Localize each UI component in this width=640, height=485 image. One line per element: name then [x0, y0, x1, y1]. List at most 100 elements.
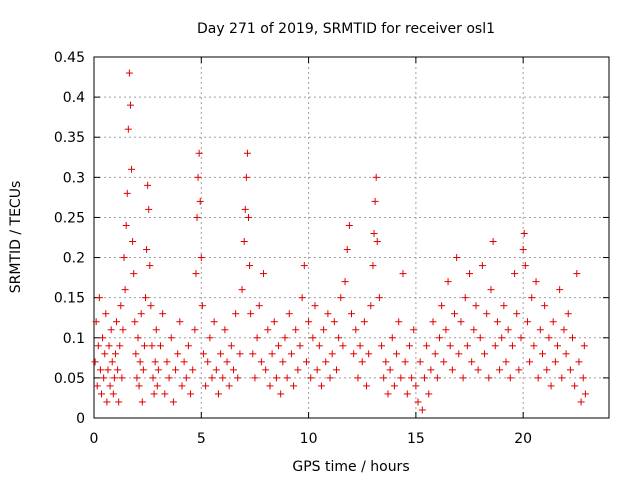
data-point — [126, 101, 134, 109]
data-point — [197, 254, 205, 262]
data-point — [236, 350, 244, 358]
x-tick-label: 20 — [514, 431, 532, 447]
data-point — [294, 366, 302, 374]
data-point — [453, 254, 461, 262]
y-tick-label: 0.2 — [63, 251, 85, 267]
data-point — [457, 318, 465, 326]
data-point — [93, 382, 101, 390]
data-point — [543, 366, 551, 374]
data-point — [96, 366, 104, 374]
data-point — [139, 366, 147, 374]
ticks: 0 0.05 0.1 0.15 0.2 0.25 0.3 0.35 0.4 0.45 0 5 10 15 2… — [54, 50, 609, 447]
data-point — [241, 205, 249, 213]
data-point — [536, 326, 544, 334]
data-point — [551, 358, 559, 366]
data-point — [575, 358, 583, 366]
data-point — [125, 69, 133, 77]
data-point — [360, 318, 368, 326]
data-point — [446, 342, 454, 350]
data-point — [526, 358, 534, 366]
data-point — [99, 334, 107, 342]
data-point — [523, 318, 531, 326]
data-point — [399, 270, 407, 278]
data-point — [363, 382, 371, 390]
data-point — [423, 342, 431, 350]
data-points — [91, 69, 589, 414]
data-point — [149, 374, 157, 382]
data-point — [145, 205, 153, 213]
y-tick-label: 0.05 — [54, 371, 85, 387]
x-tick-label: 5 — [197, 431, 206, 447]
data-point — [418, 406, 426, 414]
data-point — [354, 374, 362, 382]
y-tick-label: 0.25 — [54, 210, 85, 226]
data-point — [130, 270, 138, 278]
data-point — [356, 342, 364, 350]
data-point — [405, 342, 413, 350]
data-point — [95, 294, 103, 302]
data-point — [246, 262, 254, 270]
data-point — [275, 342, 283, 350]
data-point — [221, 326, 229, 334]
data-point — [414, 398, 422, 406]
data-point — [196, 197, 204, 205]
data-point — [541, 302, 549, 310]
data-point — [142, 294, 149, 302]
data-point — [240, 238, 248, 246]
data-point — [326, 374, 334, 382]
data-point — [433, 374, 441, 382]
data-point — [580, 342, 588, 350]
data-point — [135, 382, 143, 390]
data-point — [382, 358, 390, 366]
data-point — [485, 374, 493, 382]
plot-frame — [93, 56, 610, 419]
data-point — [172, 366, 180, 374]
data-point — [116, 342, 124, 350]
data-point — [292, 326, 300, 334]
data-point — [386, 366, 394, 374]
data-point — [538, 350, 546, 358]
data-point — [227, 342, 235, 350]
data-point — [104, 366, 112, 374]
data-point — [157, 342, 165, 350]
data-point — [176, 318, 184, 326]
data-point — [300, 262, 308, 270]
data-point — [365, 350, 373, 358]
data-point — [384, 390, 392, 398]
x-tick-label: 0 — [90, 431, 99, 447]
data-point — [102, 310, 110, 318]
data-point — [472, 302, 480, 310]
data-point — [111, 350, 119, 358]
data-point — [100, 374, 108, 382]
data-point — [476, 334, 484, 342]
data-point — [154, 366, 162, 374]
data-point — [491, 342, 499, 350]
x-tick-label: 10 — [300, 431, 318, 447]
data-point — [260, 270, 268, 278]
y-tick-label: 0 — [76, 411, 85, 427]
data-point — [98, 390, 106, 398]
data-point — [332, 366, 340, 374]
data-point — [219, 374, 227, 382]
data-point — [163, 358, 171, 366]
data-point — [169, 398, 177, 406]
data-point — [513, 310, 521, 318]
data-point — [143, 246, 151, 254]
data-point — [91, 358, 99, 366]
data-point — [410, 326, 418, 334]
y-tick-label: 0.4 — [63, 90, 85, 106]
data-point — [118, 374, 126, 382]
data-point — [124, 125, 132, 133]
data-point — [496, 366, 504, 374]
data-point — [511, 270, 519, 278]
data-point — [412, 382, 420, 390]
y-tick-label: 0.15 — [54, 291, 85, 307]
data-point — [390, 382, 398, 390]
data-point — [560, 326, 568, 334]
data-point — [195, 149, 203, 157]
data-point — [192, 270, 200, 278]
data-point — [577, 398, 585, 406]
data-point — [474, 366, 482, 374]
data-point — [232, 310, 240, 318]
data-point — [212, 366, 220, 374]
